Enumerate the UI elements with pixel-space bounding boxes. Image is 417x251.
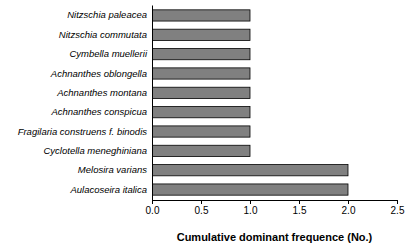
y-tick-label: Achnanthes montana <box>56 87 147 98</box>
y-tick: Achnanthes conspicua <box>50 106 147 117</box>
y-axis-line <box>152 6 153 201</box>
bar <box>152 145 250 156</box>
y-tick-label: Cymbella muellerii <box>69 48 147 59</box>
x-tick-mark <box>397 200 398 204</box>
x-tick-label: 0.5 <box>195 205 209 216</box>
y-tick-label: Melosira varians <box>78 164 147 175</box>
x-tick: 0.5 <box>195 200 209 216</box>
x-tick-mark <box>299 200 300 204</box>
y-tick: Nitzschia paleacea <box>67 9 147 20</box>
y-tick: Nitzschia commutata <box>59 29 147 40</box>
x-tick-label: 1.0 <box>244 205 258 216</box>
x-tick-label: 2.0 <box>342 205 356 216</box>
x-tick: 1.5 <box>293 200 307 216</box>
x-tick-label: 0.0 <box>146 205 160 216</box>
y-tick: Cyclotella meneghiniana <box>43 145 147 156</box>
x-tick-label: 1.5 <box>293 205 307 216</box>
x-tick: 1.0 <box>244 200 258 216</box>
y-tick-label: Cyclotella meneghiniana <box>43 145 147 156</box>
bar <box>152 107 250 118</box>
y-tick-label: Achnanthes conspicua <box>50 106 147 117</box>
bar <box>152 184 348 195</box>
y-tick: Melosira varians <box>78 164 147 175</box>
x-tick: 2.5 <box>391 200 405 216</box>
y-tick-label: Achnanthes oblongella <box>50 68 147 79</box>
y-tick-label: Aulacoseira italica <box>69 184 147 195</box>
bar <box>152 68 250 79</box>
x-tick-mark <box>201 200 202 204</box>
x-tick-mark <box>152 200 153 204</box>
x-axis-line <box>153 200 398 201</box>
y-tick-label: Fragilaria construens f. binodis <box>18 126 148 137</box>
y-tick: Aulacoseira italica <box>69 184 147 195</box>
x-tick: 0.0 <box>146 200 160 216</box>
bar <box>152 126 250 137</box>
bar <box>152 29 250 40</box>
bar <box>152 165 348 176</box>
bar <box>152 49 250 60</box>
plot: 0.00.51.01.52.02.5Nitzschia paleaceaNitz… <box>18 6 405 217</box>
y-tick: Cymbella muellerii <box>69 48 147 59</box>
x-tick-mark <box>250 200 251 204</box>
y-tick-label: Nitzschia paleacea <box>67 9 147 20</box>
y-tick: Fragilaria construens f. binodis <box>18 126 148 137</box>
x-axis-title: Cumulative dominant frequence (No.) <box>177 231 373 243</box>
y-tick: Achnanthes oblongella <box>50 68 147 79</box>
x-tick-mark <box>348 200 349 204</box>
bar <box>152 10 250 21</box>
y-axis: Nitzschia paleacea Nitzschia commutata Cym… <box>18 6 153 201</box>
y-tick: Achnanthes montana <box>56 87 147 98</box>
bars <box>152 10 348 195</box>
x-axis: 0.0 0.5 1.0 1.5 2.0 2.5 <box>146 200 405 216</box>
chart: 0.00.51.01.52.02.5Nitzschia paleaceaNitz… <box>0 0 417 251</box>
bar <box>152 87 250 98</box>
y-tick-label: Nitzschia commutata <box>59 29 147 40</box>
x-tick: 2.0 <box>342 200 356 216</box>
x-tick-label: 2.5 <box>391 205 405 216</box>
